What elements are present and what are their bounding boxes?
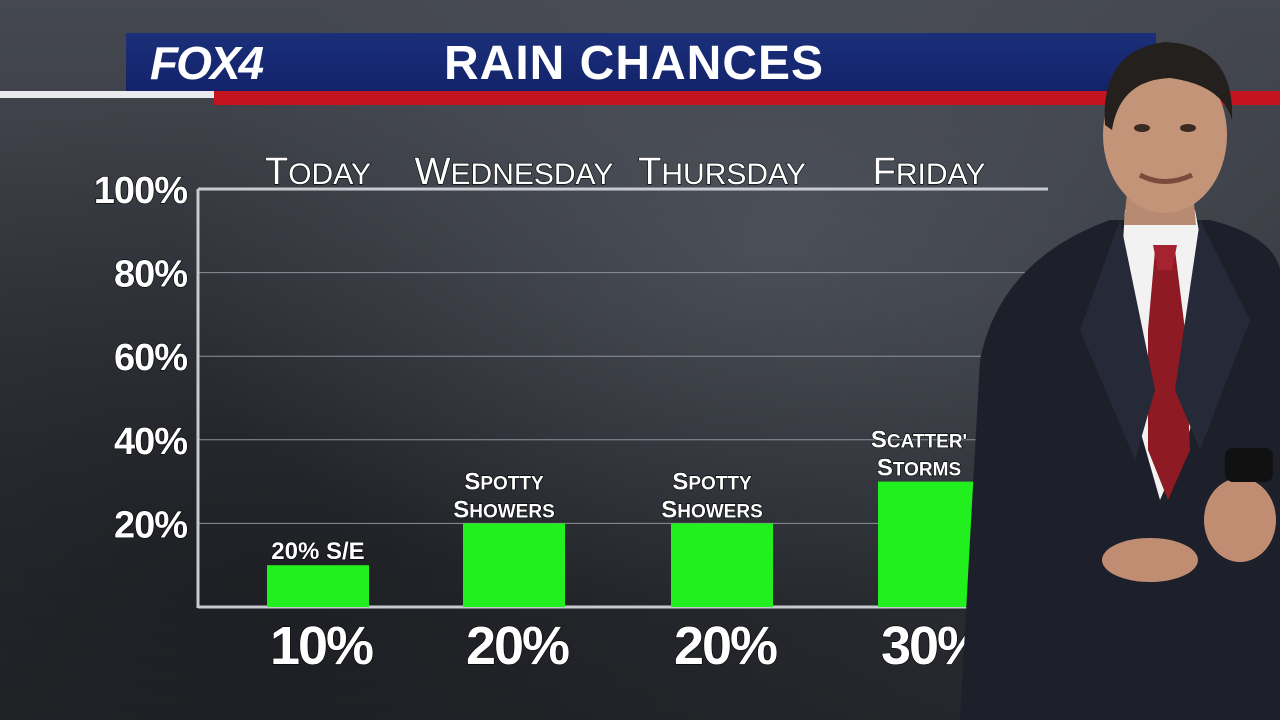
header-red-stripe — [214, 91, 1280, 105]
bar — [878, 481, 980, 607]
meteorologist-figure — [960, 42, 1280, 720]
y-tick-label: 60% — [114, 337, 187, 379]
bar-annotation: STORMS — [877, 455, 961, 482]
bar-annotation: 20% S/E — [271, 538, 364, 565]
value-label: 10% — [270, 616, 373, 676]
y-tick-label: 100% — [94, 170, 187, 212]
value-label: 20% — [466, 616, 569, 676]
category-label: FRIDAY — [873, 151, 986, 193]
y-tick-label: 80% — [114, 254, 187, 296]
category-label: THURSDAY — [638, 151, 806, 193]
bar-annotation: SPOTTY — [464, 468, 544, 495]
page-title: RAIN CHANCES — [444, 37, 825, 90]
bar-annotation: SCATTER' — [871, 427, 967, 454]
header-white-stripe — [0, 91, 214, 98]
fox4-logo: FOX4 — [150, 37, 264, 89]
bar-annotation: SHOWERS — [661, 496, 763, 523]
y-tick-label: 20% — [114, 504, 187, 546]
value-label: 20% — [674, 616, 777, 676]
bar — [671, 523, 773, 607]
category-label: TODAY — [265, 151, 371, 193]
bar-annotations: 20% S/ESPOTTYSHOWERSSPOTTYSHOWERSSCATTER… — [271, 426, 968, 566]
bar-annotation: SHOWERS — [453, 496, 555, 523]
y-tick-labels: 100% 80% 60% 40% 20% — [93, 169, 189, 547]
bars — [267, 481, 980, 607]
header-bar — [126, 33, 1156, 91]
bar-annotation: SPOTTY — [672, 468, 752, 495]
bar — [267, 565, 369, 607]
grid-lines — [198, 187, 1048, 524]
value-labels: 10% 20% 20% 30% — [269, 615, 986, 676]
y-tick-label: 40% — [114, 421, 187, 463]
bar — [463, 523, 565, 607]
category-label: WEDNESDAY — [415, 151, 614, 193]
category-labels: TODAY WEDNESDAY THURSDAY FRIDAY — [264, 150, 986, 193]
